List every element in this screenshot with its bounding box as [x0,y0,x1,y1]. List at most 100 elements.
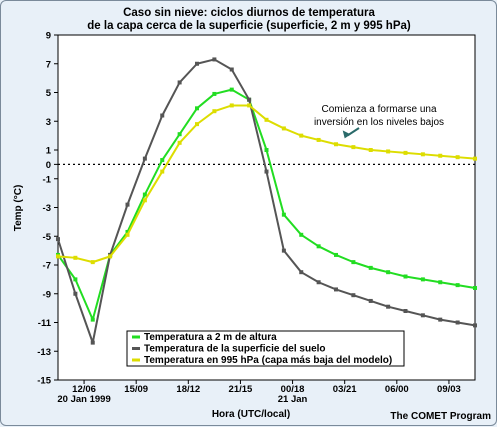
data-point [316,137,321,142]
data-point [177,140,182,145]
data-point [73,291,78,296]
data-point [195,122,199,127]
data-point [368,148,373,152]
annotation-line-2: inversión en los niveles bajos [314,117,444,128]
data-point [334,287,338,292]
data-point [125,232,130,237]
data-point [299,270,304,275]
data-point [195,61,199,66]
y-tick-label: -9 [43,289,51,300]
data-point [386,304,391,309]
data-point [420,152,425,157]
data-point [212,109,217,114]
data-point [299,133,304,138]
data-point [438,153,443,158]
data-point [403,309,408,313]
data-point [125,229,130,234]
annotation-arrowhead [342,130,351,139]
y-tick-label: 9 [46,31,51,42]
data-point [316,280,321,285]
x-tick-date-label: 20 Jan 1999 [57,394,110,405]
y-tick-label: -5 [43,232,52,243]
data-point [212,91,217,96]
data-point [177,132,182,137]
data-point [142,198,147,203]
data-point [160,158,165,163]
data-point [264,117,269,122]
x-tick-label: 00/18 [281,384,305,395]
y-axis-label: Temp (°C) [13,185,24,232]
data-point [438,280,443,285]
y-tick-label: 3 [46,117,51,128]
x-tick-date-label: 21 Jan [278,394,308,405]
y-tick-label: -11 [38,318,52,329]
data-point [403,150,408,155]
data-point [351,145,356,150]
data-point [420,277,425,282]
data-point [281,248,286,253]
chart-subtitle: de la capa cerca de la superficie (super… [87,20,411,32]
y-axis: 9 7 5 3 1 0 -1 -3 -5 -7 -9 -11 -13 -15 [37,31,58,387]
data-point [455,283,460,288]
x-tick-label: 06/00 [385,384,409,395]
data-point [56,254,60,259]
annotation-line-1: Comienza a formarse una [321,104,436,115]
data-point [386,149,391,154]
y-tick-label: 1 [46,146,52,157]
x-tick-label: 18/12 [176,384,200,395]
x-tick-label: 09/03 [437,384,461,395]
data-point [90,317,95,322]
data-point [264,148,269,152]
y-tick-label: -3 [43,203,51,214]
plot-area [57,34,476,381]
data-point [177,80,182,85]
data-point [142,156,147,161]
data-point [56,237,60,242]
data-point [455,155,460,160]
data-point [420,313,425,318]
data-point [473,156,477,161]
data-point [403,274,408,279]
y-tick-label: 0 [46,160,51,171]
data-point [73,255,78,260]
data-point [455,320,460,325]
x-tick-label: 12/06 [72,384,96,395]
y-tick-label: -1 [43,174,52,185]
data-point [473,323,477,328]
data-point [212,57,217,62]
x-axis-label: Hora (UTC/local) [212,409,290,420]
data-point [73,277,78,282]
data-point [90,340,95,345]
data-point [108,254,113,259]
credit-text: The COMET Program [390,411,491,422]
data-point [368,265,373,270]
x-tick-label: 21/15 [229,384,253,395]
y-tick-label: -15 [37,376,51,387]
legend-box [126,330,405,367]
data-point [195,106,199,111]
y-tick-label: -7 [43,261,51,272]
y-tick-label: 5 [46,88,52,99]
data-point [125,202,130,207]
data-point [142,192,147,197]
data-point [334,252,338,257]
data-point [351,293,356,298]
data-point [368,298,373,303]
data-point [90,260,95,265]
data-point [351,260,356,265]
data-point [473,286,477,290]
data-point [316,244,321,249]
x-tick-label: 15/09 [124,384,148,395]
x-tick-label: 03/21 [333,384,357,395]
y-tick-label: -13 [37,347,51,358]
data-point [247,103,252,108]
y-tick-label: 7 [46,59,51,70]
data-point [386,270,391,275]
data-point [229,67,234,72]
data-point [281,212,286,217]
data-point [264,169,269,174]
data-point [438,317,443,322]
